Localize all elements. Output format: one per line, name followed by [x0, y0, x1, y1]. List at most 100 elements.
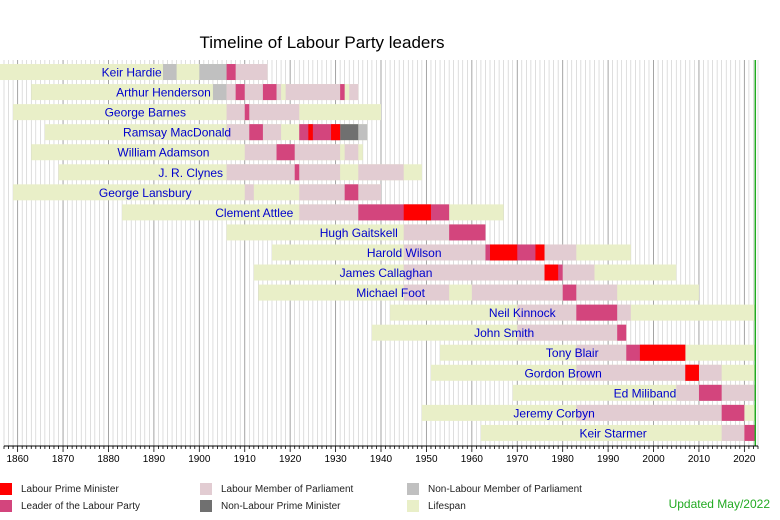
leader-bar: [276, 144, 295, 161]
labour-pm-bar: [331, 124, 341, 141]
leader-name: George Lansbury: [99, 186, 192, 200]
tick-label: 1970: [506, 454, 529, 465]
tick-label: 1980: [552, 454, 575, 465]
leader-bar: [698, 384, 722, 401]
legend-label: Non-Labour Member of Parliament: [428, 483, 582, 495]
labour-pm-bar: [639, 344, 686, 361]
labour-pm-bar: [490, 244, 518, 261]
tick-label: 1960: [461, 454, 484, 465]
labour-mp-bar: [721, 424, 745, 441]
legend-label: Non-Labour Prime Minister: [221, 500, 341, 512]
lifespan-bar: [13, 104, 381, 121]
labour-mp-bar: [226, 64, 268, 81]
legend-swatch: [200, 483, 212, 495]
legend-label: Labour Prime Minister: [21, 483, 119, 495]
non-labour-mp-bar: [162, 64, 177, 81]
legend-item: Labour Member of Parliament: [200, 483, 353, 495]
leader-bar: [294, 164, 300, 181]
tick-label: 1950: [415, 454, 438, 465]
leader-name: Ramsay MacDonald: [123, 126, 231, 140]
tick-label: 2000: [642, 454, 665, 465]
labour-mp-bar: [517, 324, 627, 341]
leader-name: Keir Hardie: [102, 66, 162, 80]
leader-bar: [744, 424, 756, 441]
tick-label: 1990: [597, 454, 620, 465]
labour-mp-bar: [226, 164, 341, 181]
labour-mp-bar: [576, 404, 745, 421]
labour-mp-bar: [226, 104, 300, 121]
lifespan-bar: [480, 424, 756, 441]
leader-name: Ed Miliband: [614, 386, 677, 400]
labour-pm-bar: [544, 264, 559, 281]
leader-bar: [226, 64, 236, 81]
labour-mp-bar: [576, 364, 722, 381]
non-labour-pm-bar: [340, 124, 359, 141]
legend-item: Labour Prime Minister: [0, 483, 119, 495]
labour-mp-bar: [349, 84, 359, 101]
labour-pm-bar: [685, 364, 699, 381]
legend-swatch: [407, 500, 419, 512]
lifespan-bar: [44, 124, 368, 141]
leader-name: Harold Wilson: [367, 246, 442, 260]
leader-name: John Smith: [474, 326, 534, 340]
leader-name: Hugh Gaitskell: [320, 226, 398, 240]
legend-swatch: [0, 483, 12, 495]
labour-mp-bar: [244, 184, 254, 201]
tick-label: 1900: [188, 454, 211, 465]
legend-label: Leader of the Labour Party: [21, 500, 140, 512]
tick-label: 2020: [733, 454, 756, 465]
leader-bar: [449, 224, 486, 241]
leader-name: Neil Kinnock: [489, 306, 557, 320]
labour-pm-bar: [535, 244, 545, 261]
tick-label: 1880: [97, 454, 120, 465]
leader-bar: [262, 84, 277, 101]
legend-item: Non-Labour Prime Minister: [200, 500, 341, 512]
tick-label: 1890: [143, 454, 166, 465]
leader-name: J. R. Clynes: [158, 166, 223, 180]
legend-item: Non-Labour Member of Parliament: [407, 483, 582, 495]
legend-label: Labour Member of Parliament: [221, 483, 354, 495]
labour-pm-bar: [403, 204, 431, 221]
non-labour-mp-bar: [212, 84, 227, 101]
leader-bar: [249, 124, 263, 141]
leader-name: William Adamson: [117, 146, 209, 160]
labour-mp-bar: [358, 164, 404, 181]
labour-mp-bar: [299, 184, 381, 201]
leader-bar: [344, 184, 359, 201]
non-labour-mp-bar: [358, 124, 368, 141]
legend-swatch: [407, 483, 419, 495]
labour-mp-bar: [285, 84, 341, 101]
labour-mp-bar: [403, 284, 450, 301]
tick-label: 1860: [7, 454, 30, 465]
legend-item: Leader of the Labour Party: [0, 500, 140, 512]
leader-bar: [340, 84, 345, 101]
leader-bar: [244, 104, 250, 121]
legend-label: Lifespan: [428, 500, 466, 512]
leader-name: Michael Foot: [356, 286, 425, 300]
legend-item: Lifespan: [407, 500, 466, 512]
labour-mp-bar: [471, 284, 618, 301]
lifespan-bar: [13, 184, 381, 201]
timeline-chart: Timeline of Labour Party leaders Keir Har…: [0, 33, 759, 465]
leader-name: Keir Starmer: [579, 426, 646, 440]
tick-label: 1920: [279, 454, 302, 465]
leader-name: Clement Attlee: [215, 206, 293, 220]
labour-pm-bar: [308, 124, 313, 141]
tick-label: 1940: [370, 454, 393, 465]
leader-name: Arthur Henderson: [116, 86, 211, 100]
updated-note: Updated May/2022: [668, 497, 770, 511]
leader-bar: [576, 304, 618, 321]
legend-swatch: [200, 500, 212, 512]
legend: Labour Prime Minister Leader of the Labou…: [0, 480, 780, 520]
leader-name: Jeremy Corbyn: [513, 406, 594, 420]
chart-title: Timeline of Labour Party leaders: [199, 33, 444, 52]
tick-label: 1930: [324, 454, 347, 465]
tick-label: 1870: [52, 454, 75, 465]
leader-name: James Callaghan: [340, 266, 433, 280]
leader-name: George Barnes: [105, 106, 186, 120]
leader-name: Gordon Brown: [524, 366, 601, 380]
leader-bar: [562, 284, 577, 301]
tick-label: 2010: [688, 454, 711, 465]
leader-bar: [235, 84, 245, 101]
tick-label: 1910: [234, 454, 257, 465]
